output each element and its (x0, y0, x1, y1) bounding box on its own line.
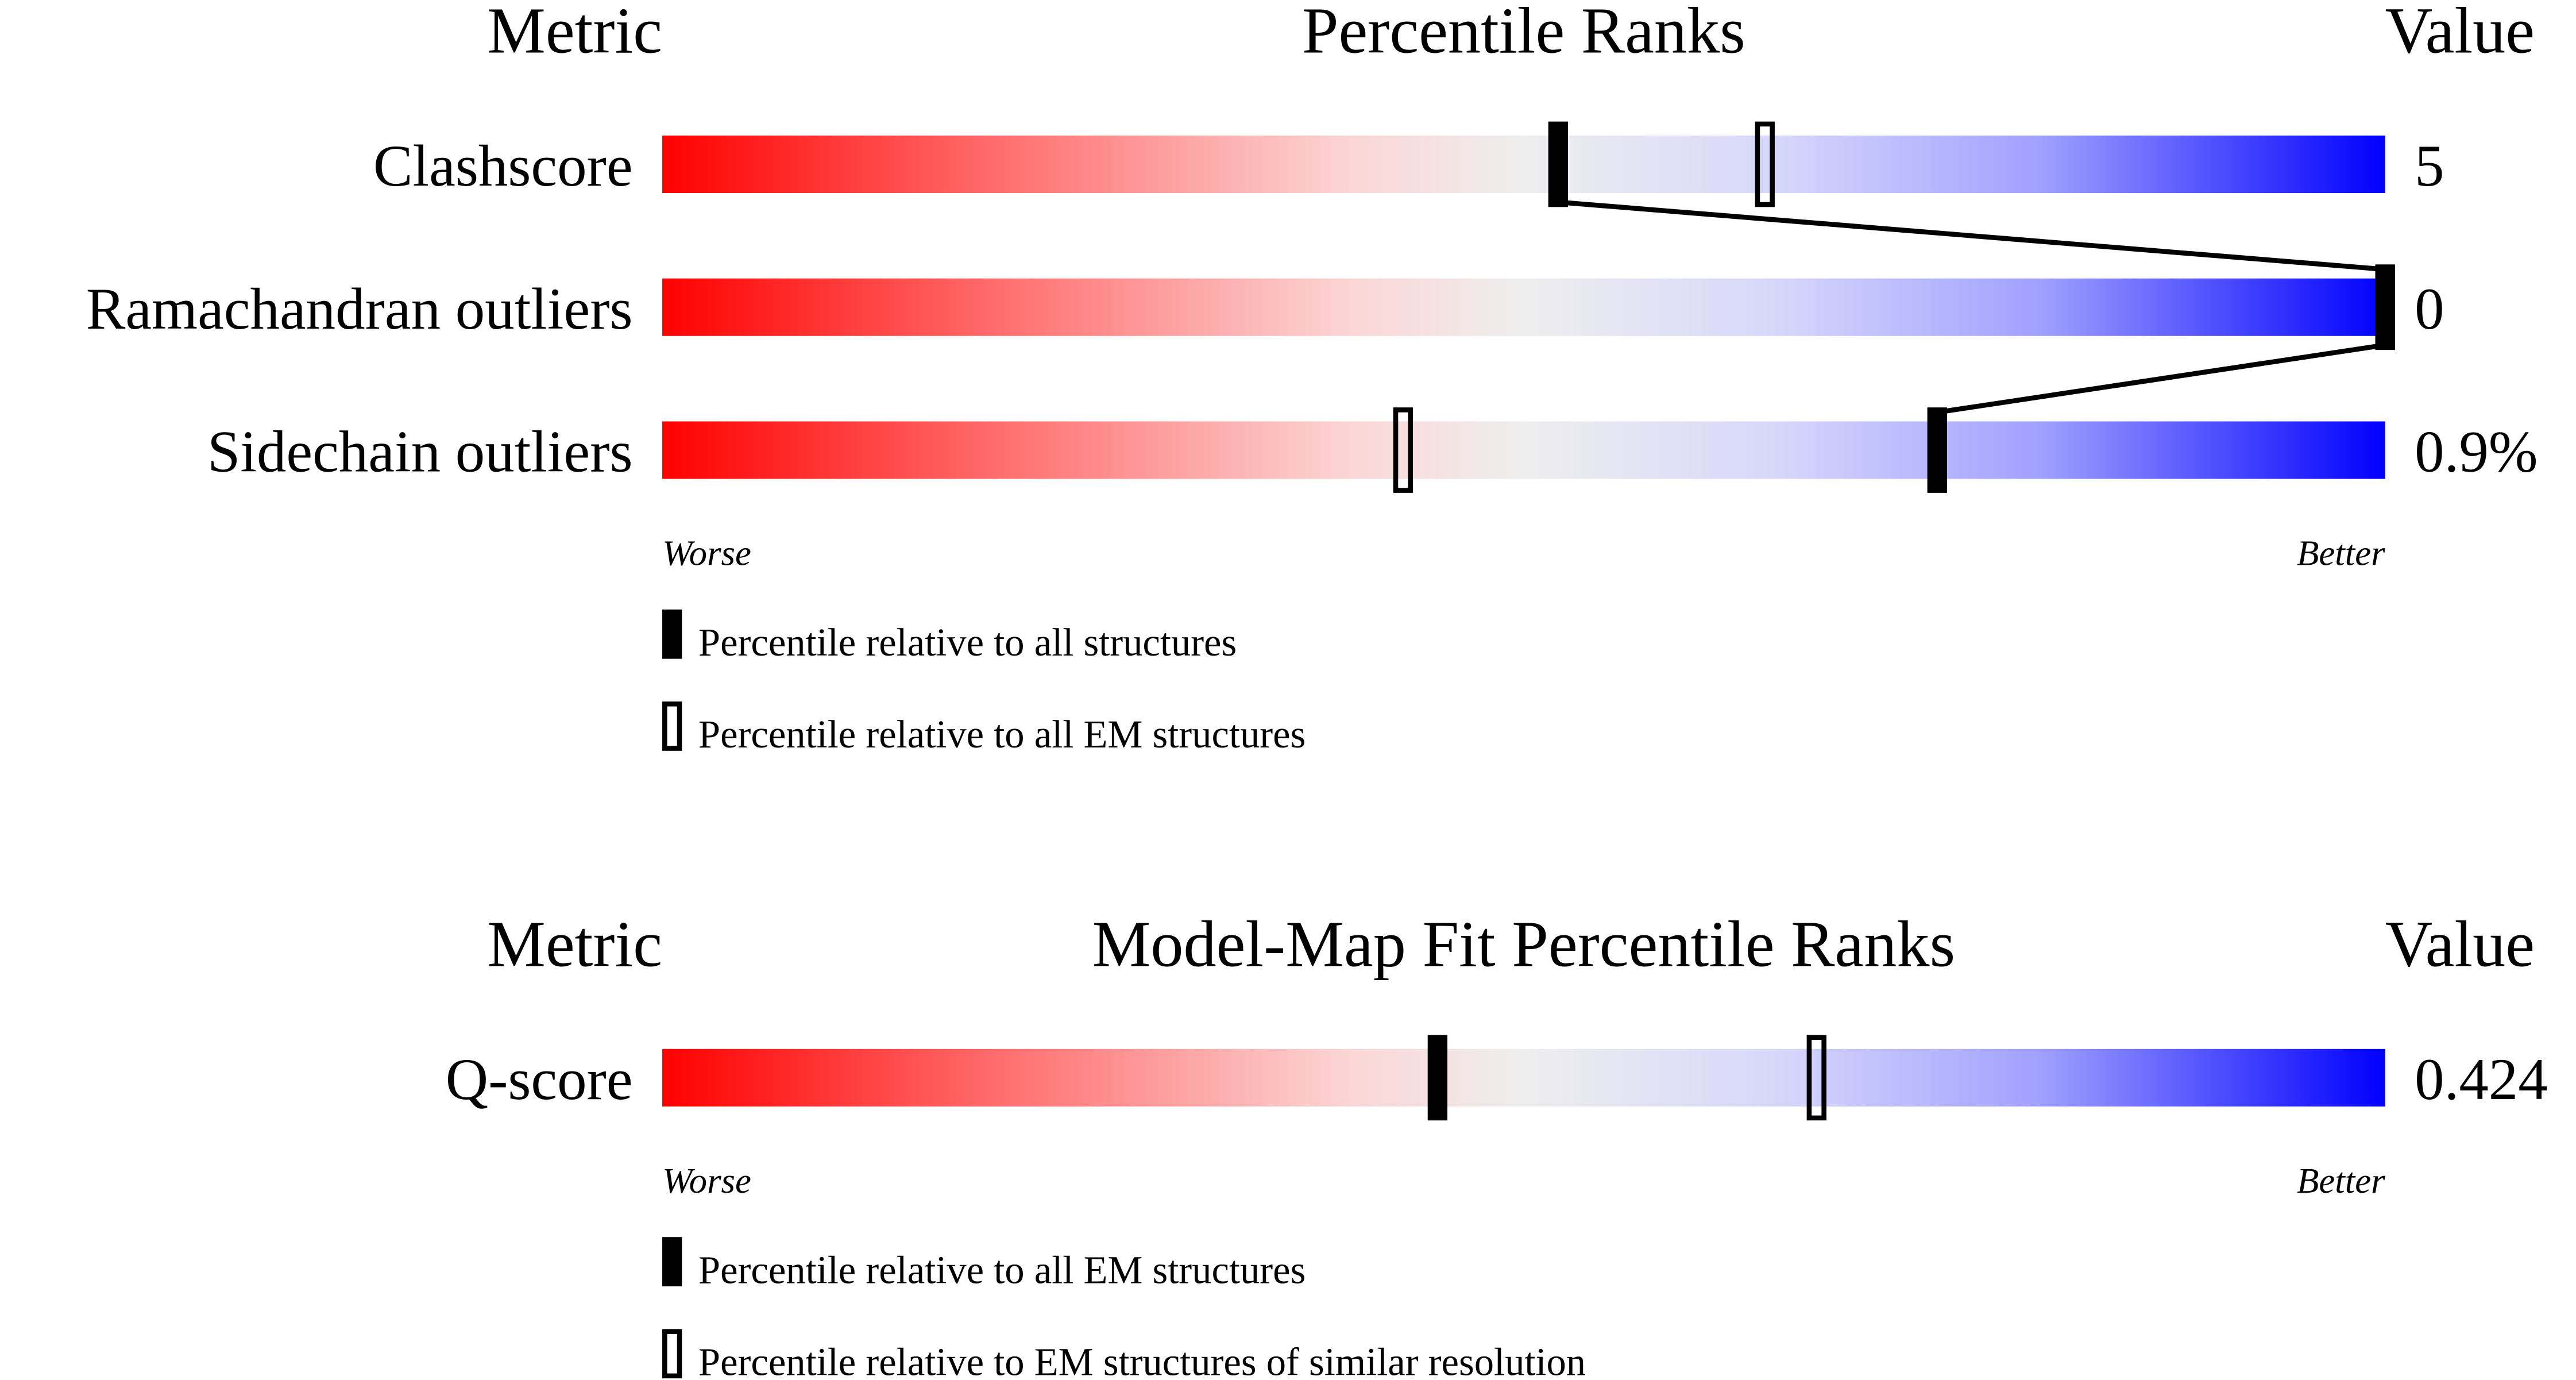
metric-label: Sidechain outliers (207, 419, 632, 485)
legend-text: Percentile relative to all EM structures (698, 1248, 1306, 1292)
legend-icon-open (662, 1329, 682, 1379)
marker-em (1806, 1035, 1826, 1121)
metric-label: Clashscore (373, 133, 633, 199)
legend-text: Percentile relative to EM structures of … (698, 1340, 1586, 1380)
worse-label: Worse (662, 533, 751, 573)
legend-text: Percentile relative to all structures (698, 620, 1237, 664)
metric-value: 0.9% (2415, 419, 2538, 485)
slider-bar (662, 421, 2385, 479)
metric-label: Ramachandran outliers (86, 276, 633, 342)
metric-label: Q-score (446, 1047, 633, 1112)
metric-value: 0 (2415, 276, 2444, 342)
marker-all (1427, 1035, 1448, 1121)
marker-all (1548, 121, 1568, 207)
worse-label: Worse (662, 1161, 751, 1201)
legend-icon-filled (662, 1237, 682, 1287)
marker-all (1927, 407, 1947, 493)
better-label: Better (2297, 1161, 2385, 1201)
legend-icon-open (662, 701, 682, 751)
slider-bar (662, 135, 2385, 193)
slider-bar (662, 278, 2385, 336)
header-metric: Metric (487, 907, 662, 980)
metric-value: 0.424 (2415, 1047, 2548, 1112)
header-title: Model-Map Fit Percentile Ranks (1092, 907, 1956, 980)
marker-em (1393, 407, 1413, 493)
slider-bar (662, 1049, 2385, 1107)
legend-text: Percentile relative to all EM structures (698, 712, 1306, 756)
header-title: Percentile Ranks (1302, 0, 1745, 67)
marker-em (1755, 121, 1775, 207)
header-metric: Metric (487, 0, 662, 67)
connector (1558, 199, 2388, 415)
legend-icon-filled (662, 609, 682, 659)
header-value: Value (2385, 0, 2535, 67)
metric-value: 5 (2415, 133, 2444, 199)
better-label: Better (2297, 533, 2385, 573)
header-value: Value (2385, 907, 2535, 980)
